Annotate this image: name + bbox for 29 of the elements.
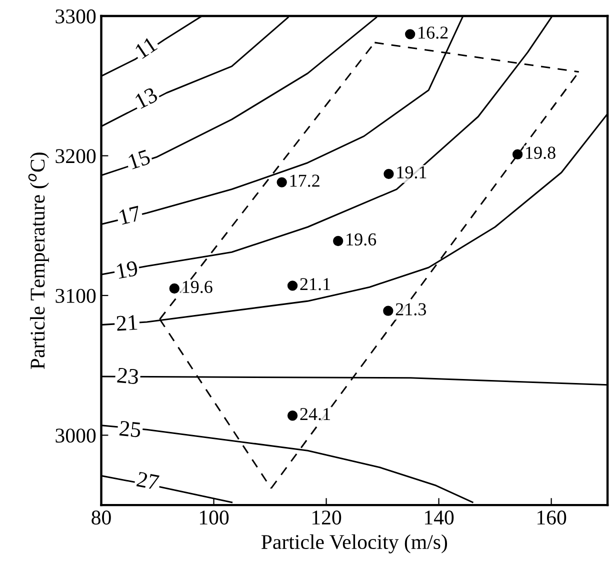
- annotation: 11: [134, 36, 158, 59]
- annotation: 27: [136, 472, 160, 490]
- x-axis-title: Particle Velocity (m/s): [261, 534, 448, 554]
- annotation: 19.8: [526, 146, 556, 159]
- x-tick-label: 100: [200, 510, 229, 525]
- annotation: 19.6: [182, 280, 212, 294]
- annotation: 17: [118, 206, 142, 225]
- annotation: 19.1: [397, 166, 426, 179]
- annotation: 19.6: [346, 233, 376, 246]
- annotation: 16.2: [418, 26, 448, 39]
- x-tick-label: 160: [538, 510, 566, 525]
- x-tick-label: 120: [312, 510, 342, 525]
- annotation: 17.2: [290, 174, 320, 187]
- annotation: 24.1: [300, 408, 330, 420]
- annotation: 23: [117, 368, 139, 384]
- x-tick-label: 80: [92, 510, 111, 525]
- annotation: 25: [119, 420, 142, 438]
- annotation: 13: [134, 86, 158, 109]
- y-axis-title: Particle Temperature ($^{o}$C): [28, 152, 49, 370]
- annotation: 21.1: [300, 278, 330, 290]
- y-tick-label: 3000: [56, 428, 96, 443]
- annotation: 21: [116, 314, 138, 331]
- annotation: 19: [116, 260, 138, 279]
- y-tick-label: 3100: [56, 288, 96, 303]
- annotation: 21.3: [396, 303, 426, 316]
- annotation: 15: [128, 149, 151, 170]
- y-tick-label: 3300: [56, 9, 96, 24]
- y-tick-label: 3200: [56, 149, 96, 164]
- x-tick-label: 140: [425, 510, 454, 525]
